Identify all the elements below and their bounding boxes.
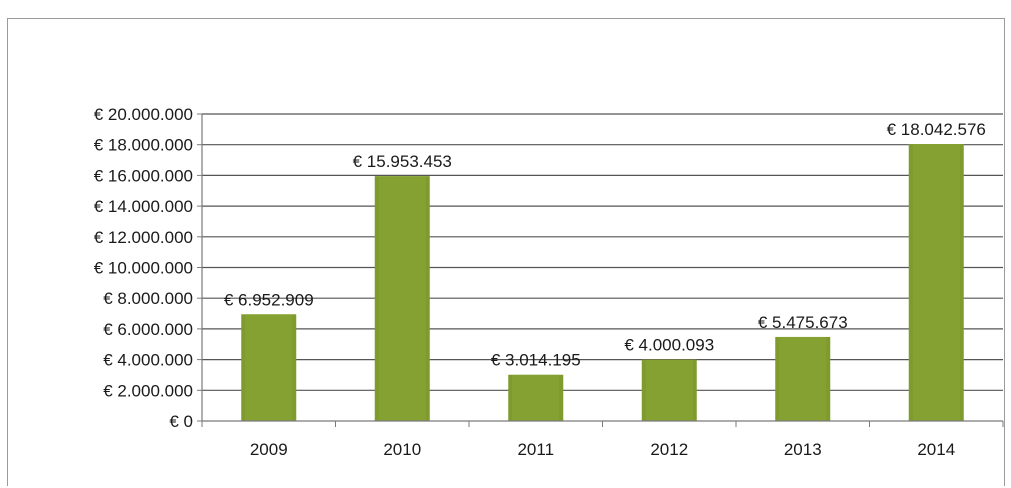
x-tick-label: 2009 [250, 440, 288, 459]
y-tick-label: € 8.000.000 [103, 289, 193, 308]
bar [241, 314, 297, 421]
bar-highlight [779, 336, 827, 421]
chart-frame [7, 18, 1005, 486]
x-tick-label: 2011 [517, 440, 554, 459]
x-tick-label: 2013 [784, 440, 822, 459]
bar-highlight [912, 144, 960, 422]
bars [241, 144, 964, 422]
axes [197, 113, 1004, 427]
y-tick-label: € 10.000.000 [94, 259, 193, 278]
bar-highlight [645, 359, 693, 421]
bar-highlight [245, 314, 293, 421]
bar [775, 336, 831, 421]
y-tick-label: € 6.000.000 [103, 320, 193, 339]
data-label: € 5.475.673 [758, 313, 848, 332]
data-label: € 4.000.093 [624, 336, 714, 355]
bar-highlight [378, 176, 426, 421]
bar-highlight [512, 374, 560, 421]
bar [374, 176, 430, 421]
data-label: € 15.953.453 [353, 152, 452, 171]
data-labels: € 6.952.909 € 15.953.453 € 3.014.195 € 4.00… [224, 120, 986, 370]
gridlines [202, 113, 1003, 391]
y-tick-label: € 18.000.000 [94, 136, 193, 155]
data-label: € 3.014.195 [491, 351, 581, 370]
x-tick-label: 2014 [917, 440, 955, 459]
bar [508, 374, 564, 421]
x-axis-tick-labels: 2009 2010 2011 2012 2013 2014 [250, 440, 955, 459]
bar [641, 359, 697, 421]
bar [908, 144, 964, 422]
y-tick-label: € 2.000.000 [103, 381, 193, 400]
y-tick-label: € 20.000.000 [94, 105, 193, 124]
y-tick-label: € 14.000.000 [94, 197, 193, 216]
data-label: € 18.042.576 [887, 120, 986, 139]
x-tick-label: 2010 [383, 440, 421, 459]
y-tick-label: € 16.000.000 [94, 166, 193, 185]
y-tick-label: € 12.000.000 [94, 228, 193, 247]
data-label: € 6.952.909 [224, 290, 314, 309]
y-axis-tick-labels: € 0 € 2.000.000 € 4.000.000 € 6.000.000 € 8.… [94, 105, 193, 431]
y-tick-label: € 0 [169, 412, 193, 431]
x-tick-label: 2012 [650, 440, 688, 459]
y-tick-label: € 4.000.000 [103, 351, 193, 370]
